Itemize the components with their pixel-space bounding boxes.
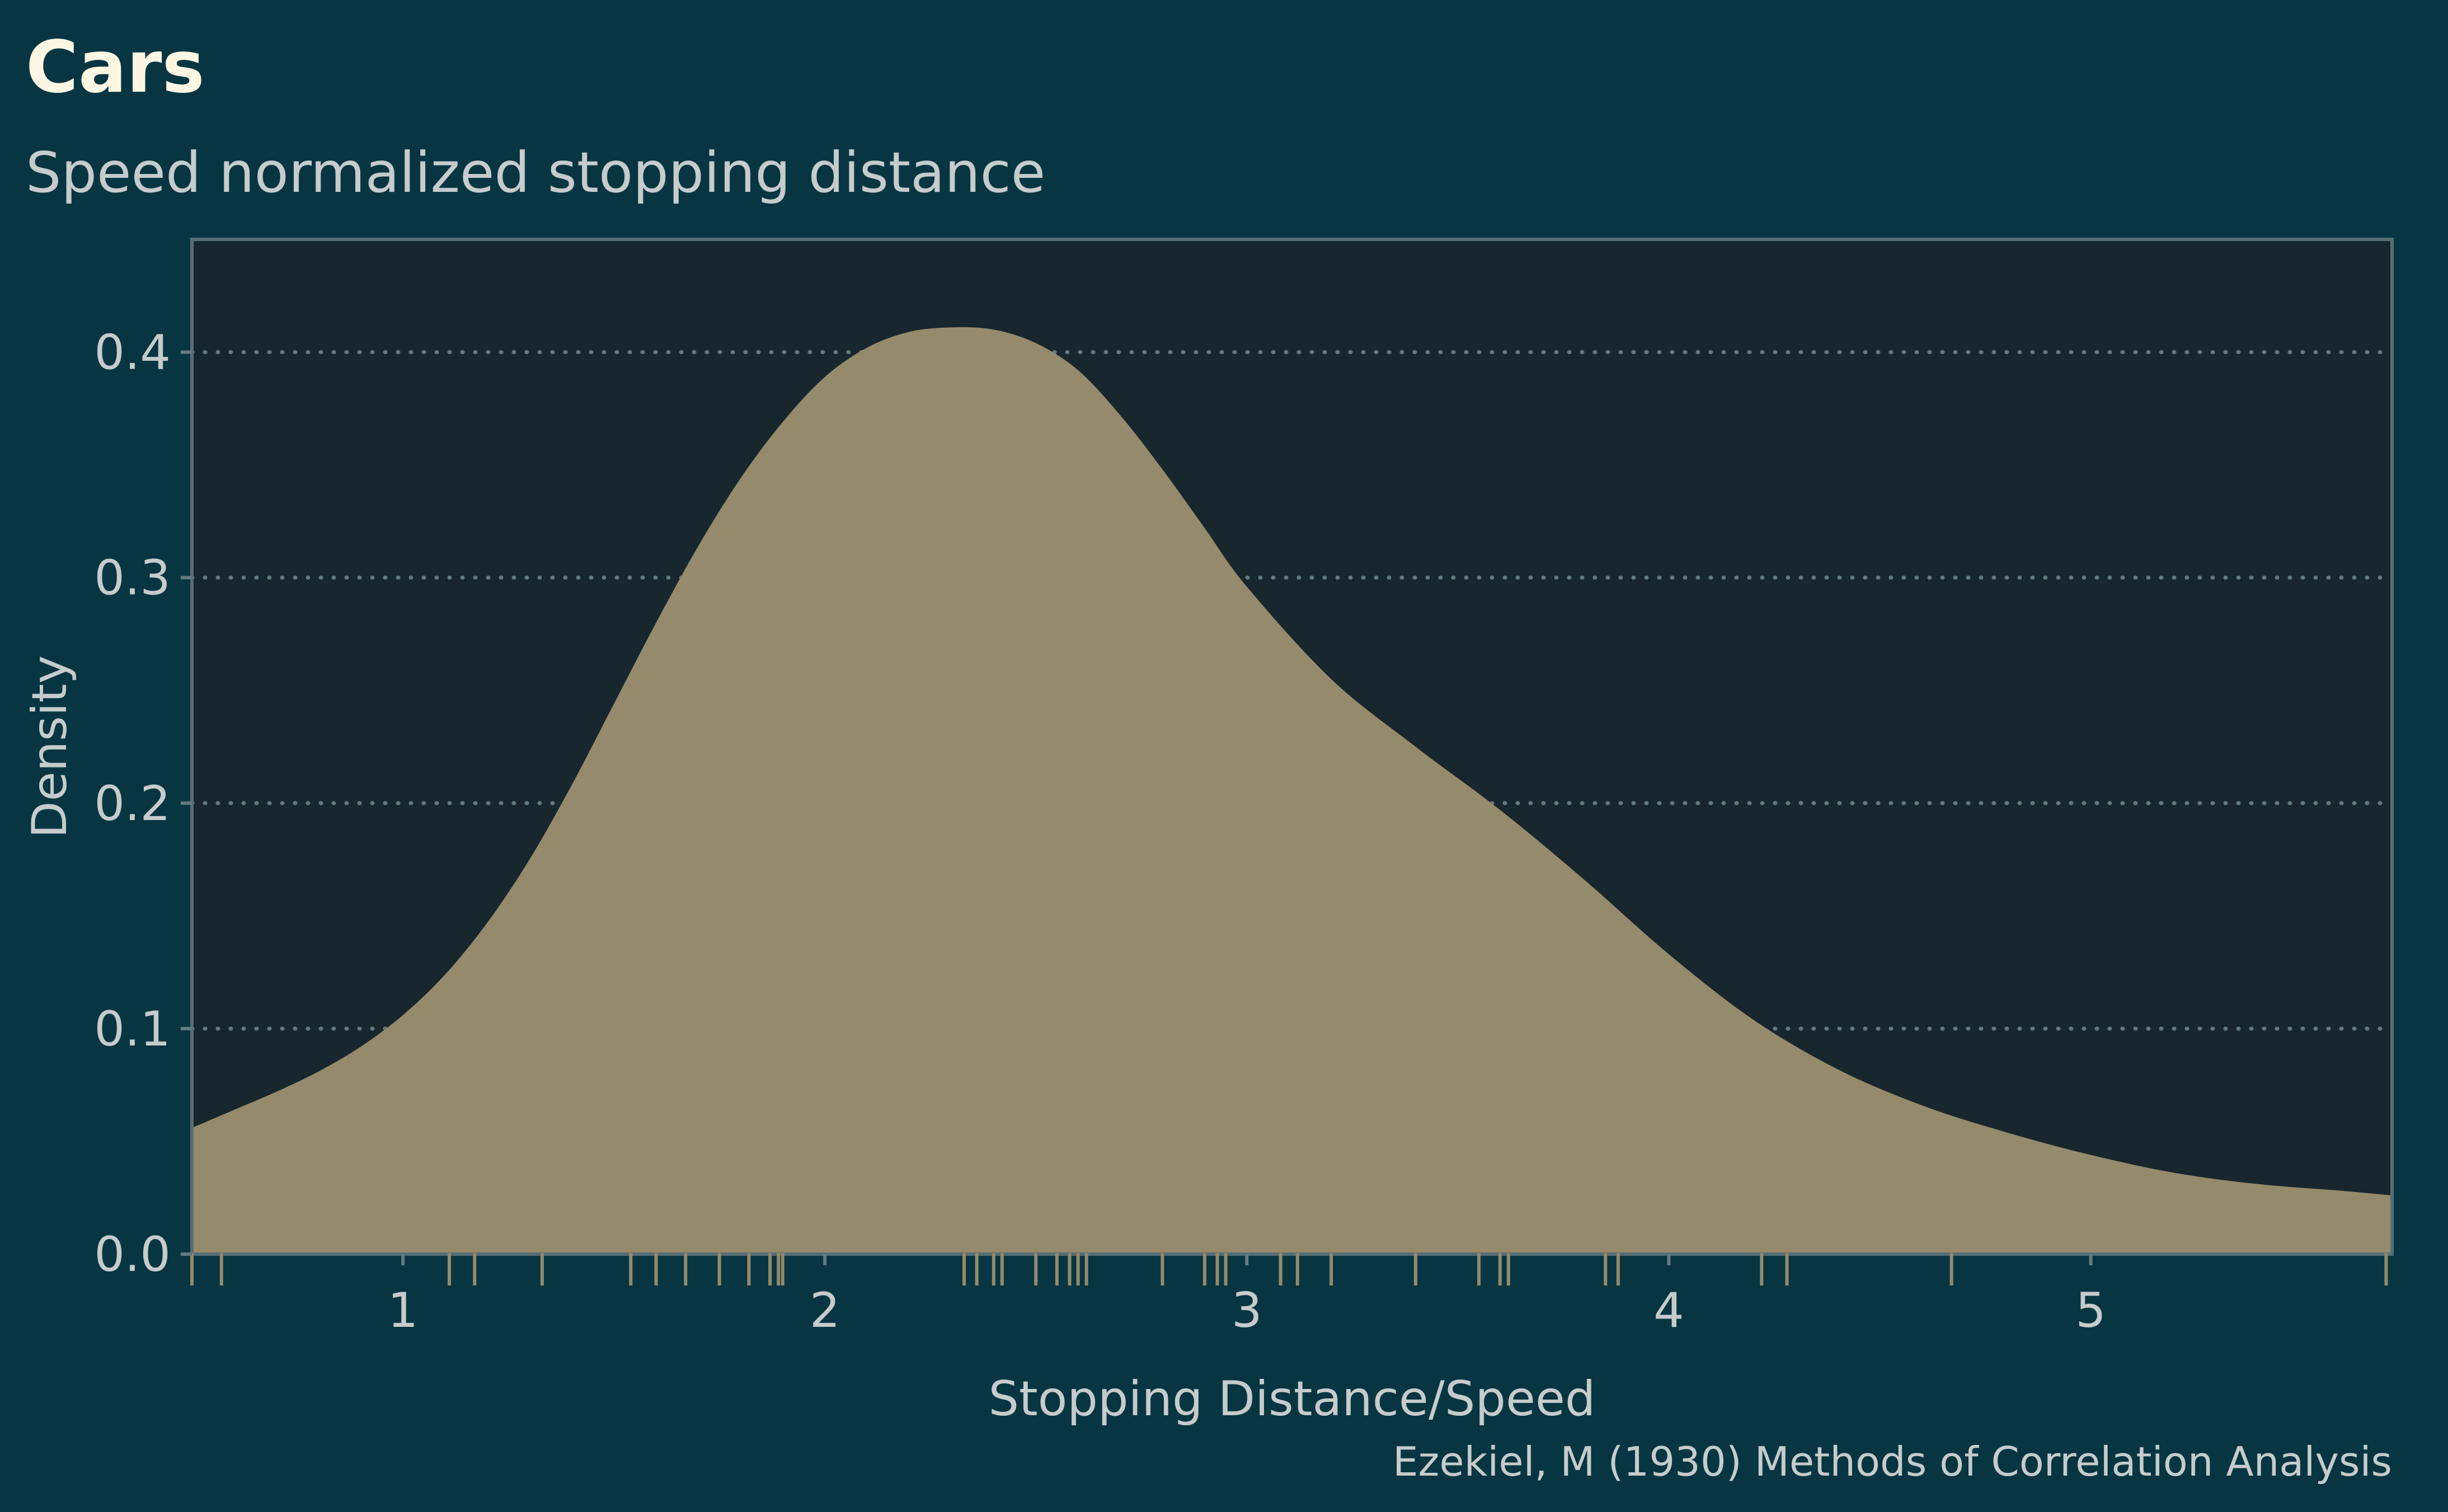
- x-tick-label: 1: [388, 1283, 419, 1339]
- y-tick-label: 0.3: [94, 550, 171, 606]
- chart-subtitle: Speed normalized stopping distance: [26, 140, 1046, 205]
- y-tick-label: 0.4: [94, 325, 171, 381]
- x-tick-label: 5: [2075, 1283, 2106, 1339]
- chart-title: Cars: [26, 26, 205, 109]
- y-axis-title: Density: [22, 656, 78, 839]
- y-tick-label: 0.2: [94, 776, 171, 832]
- rug-marks: [190, 1253, 2388, 1285]
- x-axis: 1 2 3 4 5: [388, 1254, 2106, 1339]
- y-axis: 0.0 0.1 0.2 0.3 0.4: [94, 325, 192, 1283]
- x-axis-title: Stopping Distance/Speed: [988, 1371, 1595, 1427]
- x-tick-label: 4: [1653, 1283, 1684, 1339]
- x-tick-label: 2: [810, 1283, 840, 1339]
- density-area: [192, 327, 2392, 1255]
- y-tick-label: 0.1: [94, 1001, 171, 1057]
- x-tick-label: 3: [1232, 1283, 1262, 1339]
- y-tick-label: 0.0: [94, 1227, 171, 1283]
- chart-caption: Ezekiel, M (1930) Methods of Correlation…: [1393, 1438, 2392, 1485]
- panel-border: [190, 238, 2394, 1256]
